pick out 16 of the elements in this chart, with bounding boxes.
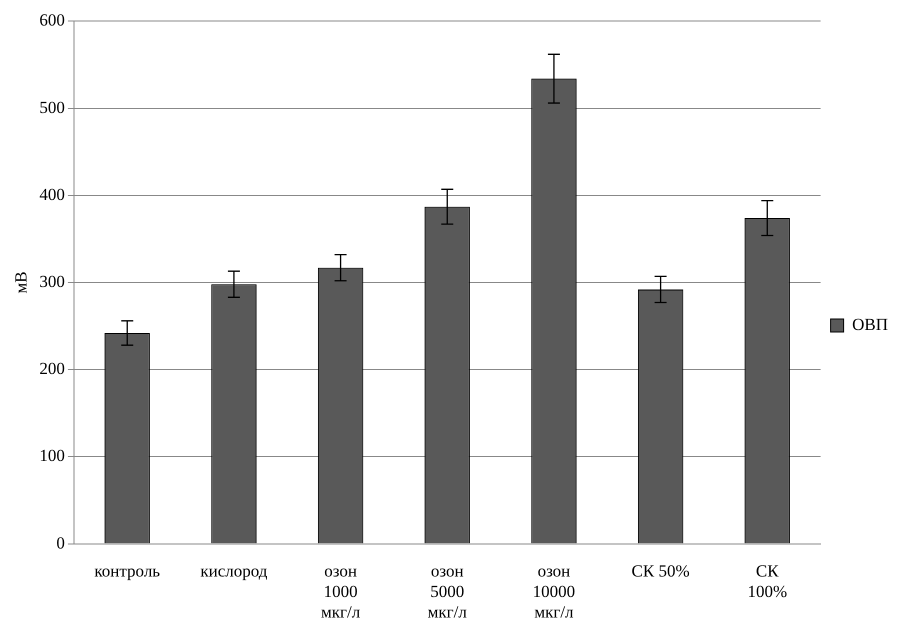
y-axis-title: мВ (12, 271, 31, 294)
x-tick-label: кислород (200, 561, 268, 580)
y-tick-label: 600 (39, 10, 65, 30)
x-tick-label: контроль (94, 561, 160, 580)
x-tick-label: озон 1000 мкг/л (320, 561, 361, 622)
y-tick-label: 0 (56, 533, 65, 552)
y-tick-label: 500 (39, 98, 65, 117)
y-tick-label: 100 (39, 446, 65, 466)
x-tick-label: озон 5000 мкг/л (428, 561, 468, 622)
y-tick-label: 400 (39, 184, 65, 204)
x-tick-label: озон 10000 мкг/л (532, 561, 576, 622)
y-tick-label: 300 (39, 272, 65, 291)
x-tick-label: СК 50% (632, 561, 690, 580)
legend-label: ОВП (852, 314, 888, 334)
x-tick-label: СК 100% (747, 561, 788, 601)
y-tick-label: 200 (39, 359, 65, 378)
